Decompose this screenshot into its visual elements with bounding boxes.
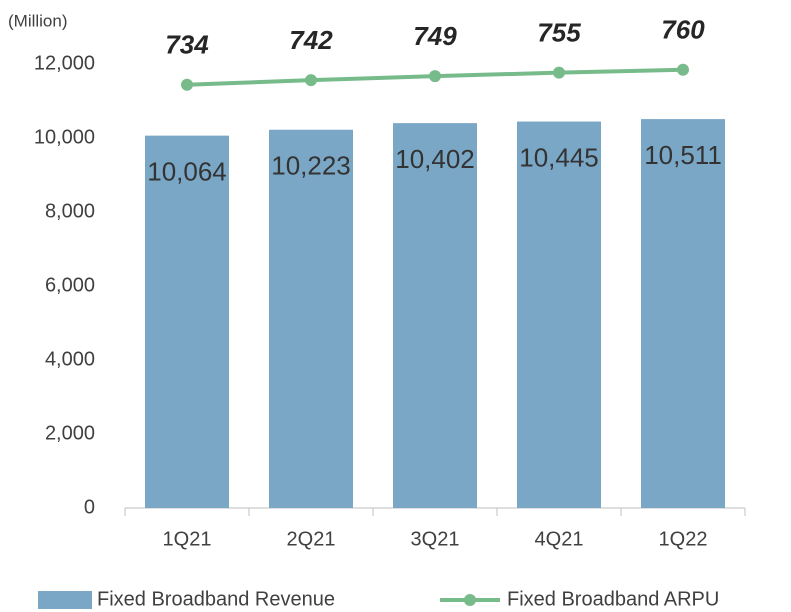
legend-label: Fixed Broadband Revenue [97, 588, 335, 610]
legend-label: Fixed Broadband ARPU [507, 588, 719, 610]
bar [641, 119, 725, 508]
bar-value-label: 10,064 [147, 157, 227, 187]
y-tick-label: 4,000 [45, 348, 95, 370]
line-point [677, 63, 689, 76]
bar-value-label: 10,511 [644, 140, 722, 170]
y-tick-label: 8,000 [45, 200, 95, 222]
y-tick-label: 0 [84, 496, 95, 518]
y-tick-label: 12,000 [34, 52, 95, 74]
line-point [429, 70, 441, 83]
x-tick-label: 3Q21 [411, 528, 460, 550]
bar-value-label: 10,223 [271, 151, 351, 181]
y-tick-label: 10,000 [34, 126, 95, 148]
line-value-label: 760 [661, 15, 705, 45]
bar [393, 123, 477, 508]
line-value-label: 755 [537, 18, 581, 48]
line-value-label: 742 [289, 25, 333, 55]
line-point [553, 66, 565, 79]
bar-value-label: 10,402 [395, 144, 475, 174]
y-unit-label: (Million) [8, 11, 68, 30]
bar-value-label: 10,445 [519, 142, 599, 172]
x-tick-label: 1Q22 [659, 528, 708, 550]
legend-marker [464, 594, 476, 606]
x-tick-label: 4Q21 [535, 528, 584, 550]
bar [269, 129, 353, 508]
y-tick-label: 2,000 [45, 422, 95, 444]
y-tick-label: 6,000 [45, 274, 95, 296]
line-value-label: 749 [413, 21, 457, 51]
line-point [181, 78, 193, 91]
line-value-label: 734 [165, 30, 209, 60]
x-tick-label: 2Q21 [287, 528, 336, 550]
line-point [305, 74, 317, 87]
legend-swatch [38, 591, 92, 609]
bar [145, 135, 229, 508]
bar [517, 121, 601, 508]
x-tick-label: 1Q21 [163, 528, 212, 550]
